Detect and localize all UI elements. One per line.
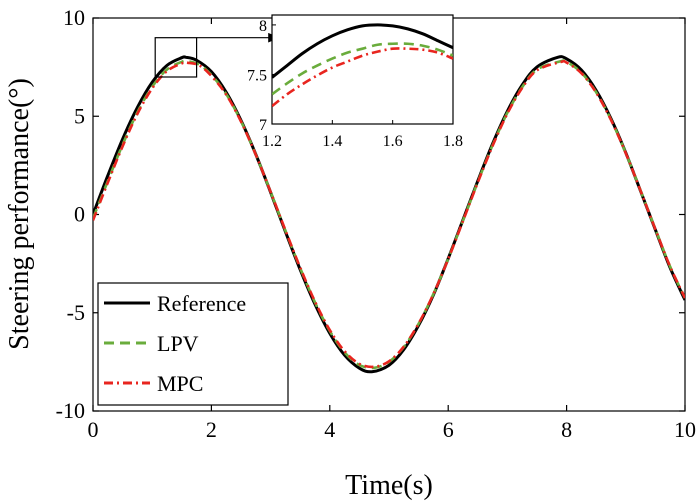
- y-tick-label: 5: [74, 103, 85, 128]
- x-tick-label: 6: [443, 417, 454, 442]
- y-tick-label: -5: [67, 300, 85, 325]
- x-tick-label: 2: [206, 417, 217, 442]
- inset-x-tick-label: 1.4: [322, 133, 342, 150]
- x-tick-label: 0: [88, 417, 99, 442]
- inset-series-line-lpv: [272, 42, 453, 96]
- y-tick-label: 0: [74, 202, 85, 227]
- x-tick-label: 4: [324, 417, 335, 442]
- y-tick-label: -10: [56, 398, 85, 423]
- legend: Reference LPV MPC: [97, 282, 289, 406]
- inset-axis-ticks: 1.2 1.4 1.6 1.8 8 7.5 7: [247, 18, 463, 150]
- legend-label-reference: Reference: [157, 291, 246, 316]
- x-axis-label: Time(s): [345, 470, 433, 501]
- inset-series-lines: [272, 23, 453, 108]
- inset-y-tick-label: 8: [259, 18, 267, 35]
- inset-series-line-reference: [272, 23, 453, 79]
- inset-y-tick-label: 7: [259, 117, 267, 134]
- y-axis-label: Steering performance(°): [4, 78, 35, 350]
- inset-x-tick-label: 1.8: [443, 133, 463, 150]
- x-tick-label: 8: [561, 417, 572, 442]
- series-line-reference: [93, 55, 685, 374]
- zoom-region-box: [154, 37, 198, 78]
- inset-x-tick-label: 1.6: [383, 133, 403, 150]
- legend-label-mpc: MPC: [157, 371, 203, 396]
- inset-y-tick-label: 7.5: [247, 67, 267, 84]
- x-tick-label: 10: [674, 417, 696, 442]
- inset-plot-area: [271, 14, 454, 125]
- inset-series-line-mpc: [272, 47, 453, 108]
- main-series-lines: [93, 55, 685, 374]
- inset-x-tick-label: 1.2: [262, 133, 282, 150]
- legend-label-lpv: LPV: [157, 331, 199, 356]
- series-line-mpc: [93, 59, 685, 369]
- y-tick-label: 10: [63, 5, 85, 30]
